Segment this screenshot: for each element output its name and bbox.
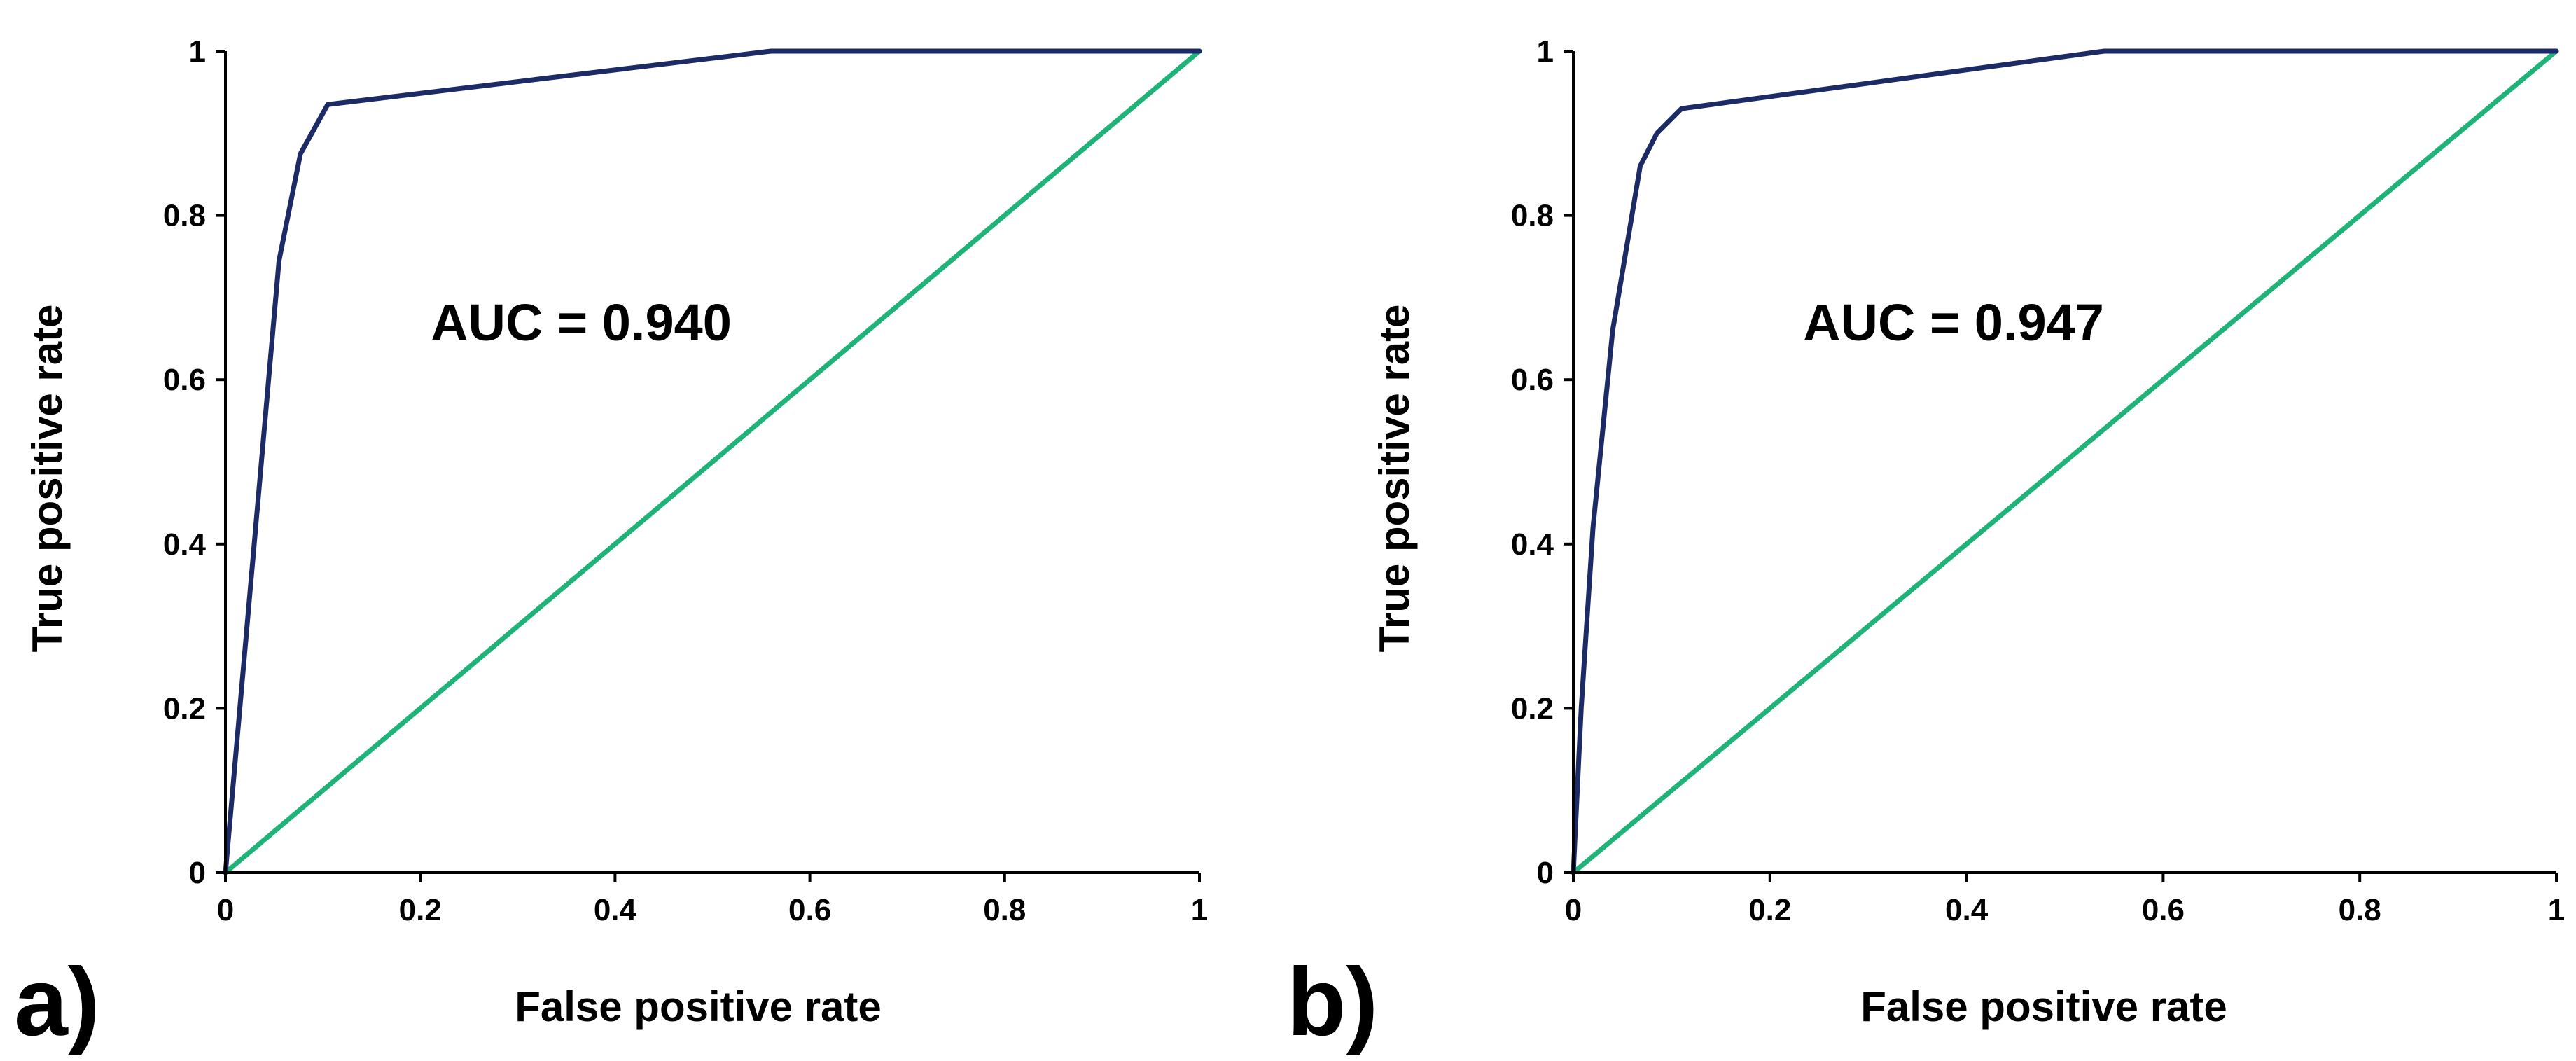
y-tick-label-a: 1 (189, 34, 206, 69)
x-tick-label-b: 1 (2548, 893, 2565, 927)
x-tick-label-a: 1 (1191, 893, 1208, 927)
auc-annotation-a: AUC = 0.940 (431, 293, 732, 352)
x-tick-label-a: 0.4 (594, 893, 637, 927)
x-tick-label-a: 0.6 (788, 893, 831, 927)
x-tick-label-b: 0.2 (1748, 893, 1791, 927)
y-tick-label-b: 0 (1537, 856, 1554, 890)
panel-label-b: b) (1287, 948, 1378, 1056)
y-tick-label-b: 1 (1537, 34, 1554, 69)
x-tick-label-a: 0 (217, 893, 234, 927)
y-tick-label-a: 0 (189, 856, 206, 890)
auc-annotation-b: AUC = 0.947 (1803, 293, 2104, 352)
chance-line-b (1571, 48, 2559, 875)
y-tick-label-a: 0.2 (163, 691, 206, 726)
y-tick-label-a: 0.8 (163, 199, 206, 233)
y-axis-title-b: True positive rate (1371, 305, 1418, 653)
y-tick-label-b: 0.8 (1511, 199, 1554, 233)
x-tick-label-b: 0.6 (2142, 893, 2185, 927)
chart-panel-b: b) False positive rate True positive rat… (1287, 34, 2565, 1056)
x-axis-title-a: False positive rate (515, 983, 882, 1030)
x-axis-title-b: False positive rate (1860, 983, 2227, 1030)
y-tick-label-b: 0.6 (1511, 363, 1554, 397)
panel-label-a: a) (14, 948, 100, 1056)
x-tick-label-b: 0 (1565, 893, 1582, 927)
y-axis-title-a: True positive rate (24, 305, 71, 653)
y-tick-label-a: 0.6 (163, 363, 206, 397)
roc-curve-b (1571, 48, 2559, 875)
y-tick-label-a: 0.4 (163, 527, 207, 562)
y-tick-label-b: 0.4 (1511, 527, 1554, 562)
x-tick-label-a: 0.8 (983, 893, 1026, 927)
chance-line-a (223, 48, 1202, 875)
x-tick-label-b: 0.4 (1945, 893, 1989, 927)
x-tick-label-a: 0.2 (399, 893, 442, 927)
chart-panel-a: a) False positive rate True positive rat… (14, 34, 1208, 1056)
y-tick-label-b: 0.2 (1511, 691, 1554, 726)
roc-curve-a (223, 48, 1202, 875)
x-tick-label-b: 0.8 (2339, 893, 2381, 927)
